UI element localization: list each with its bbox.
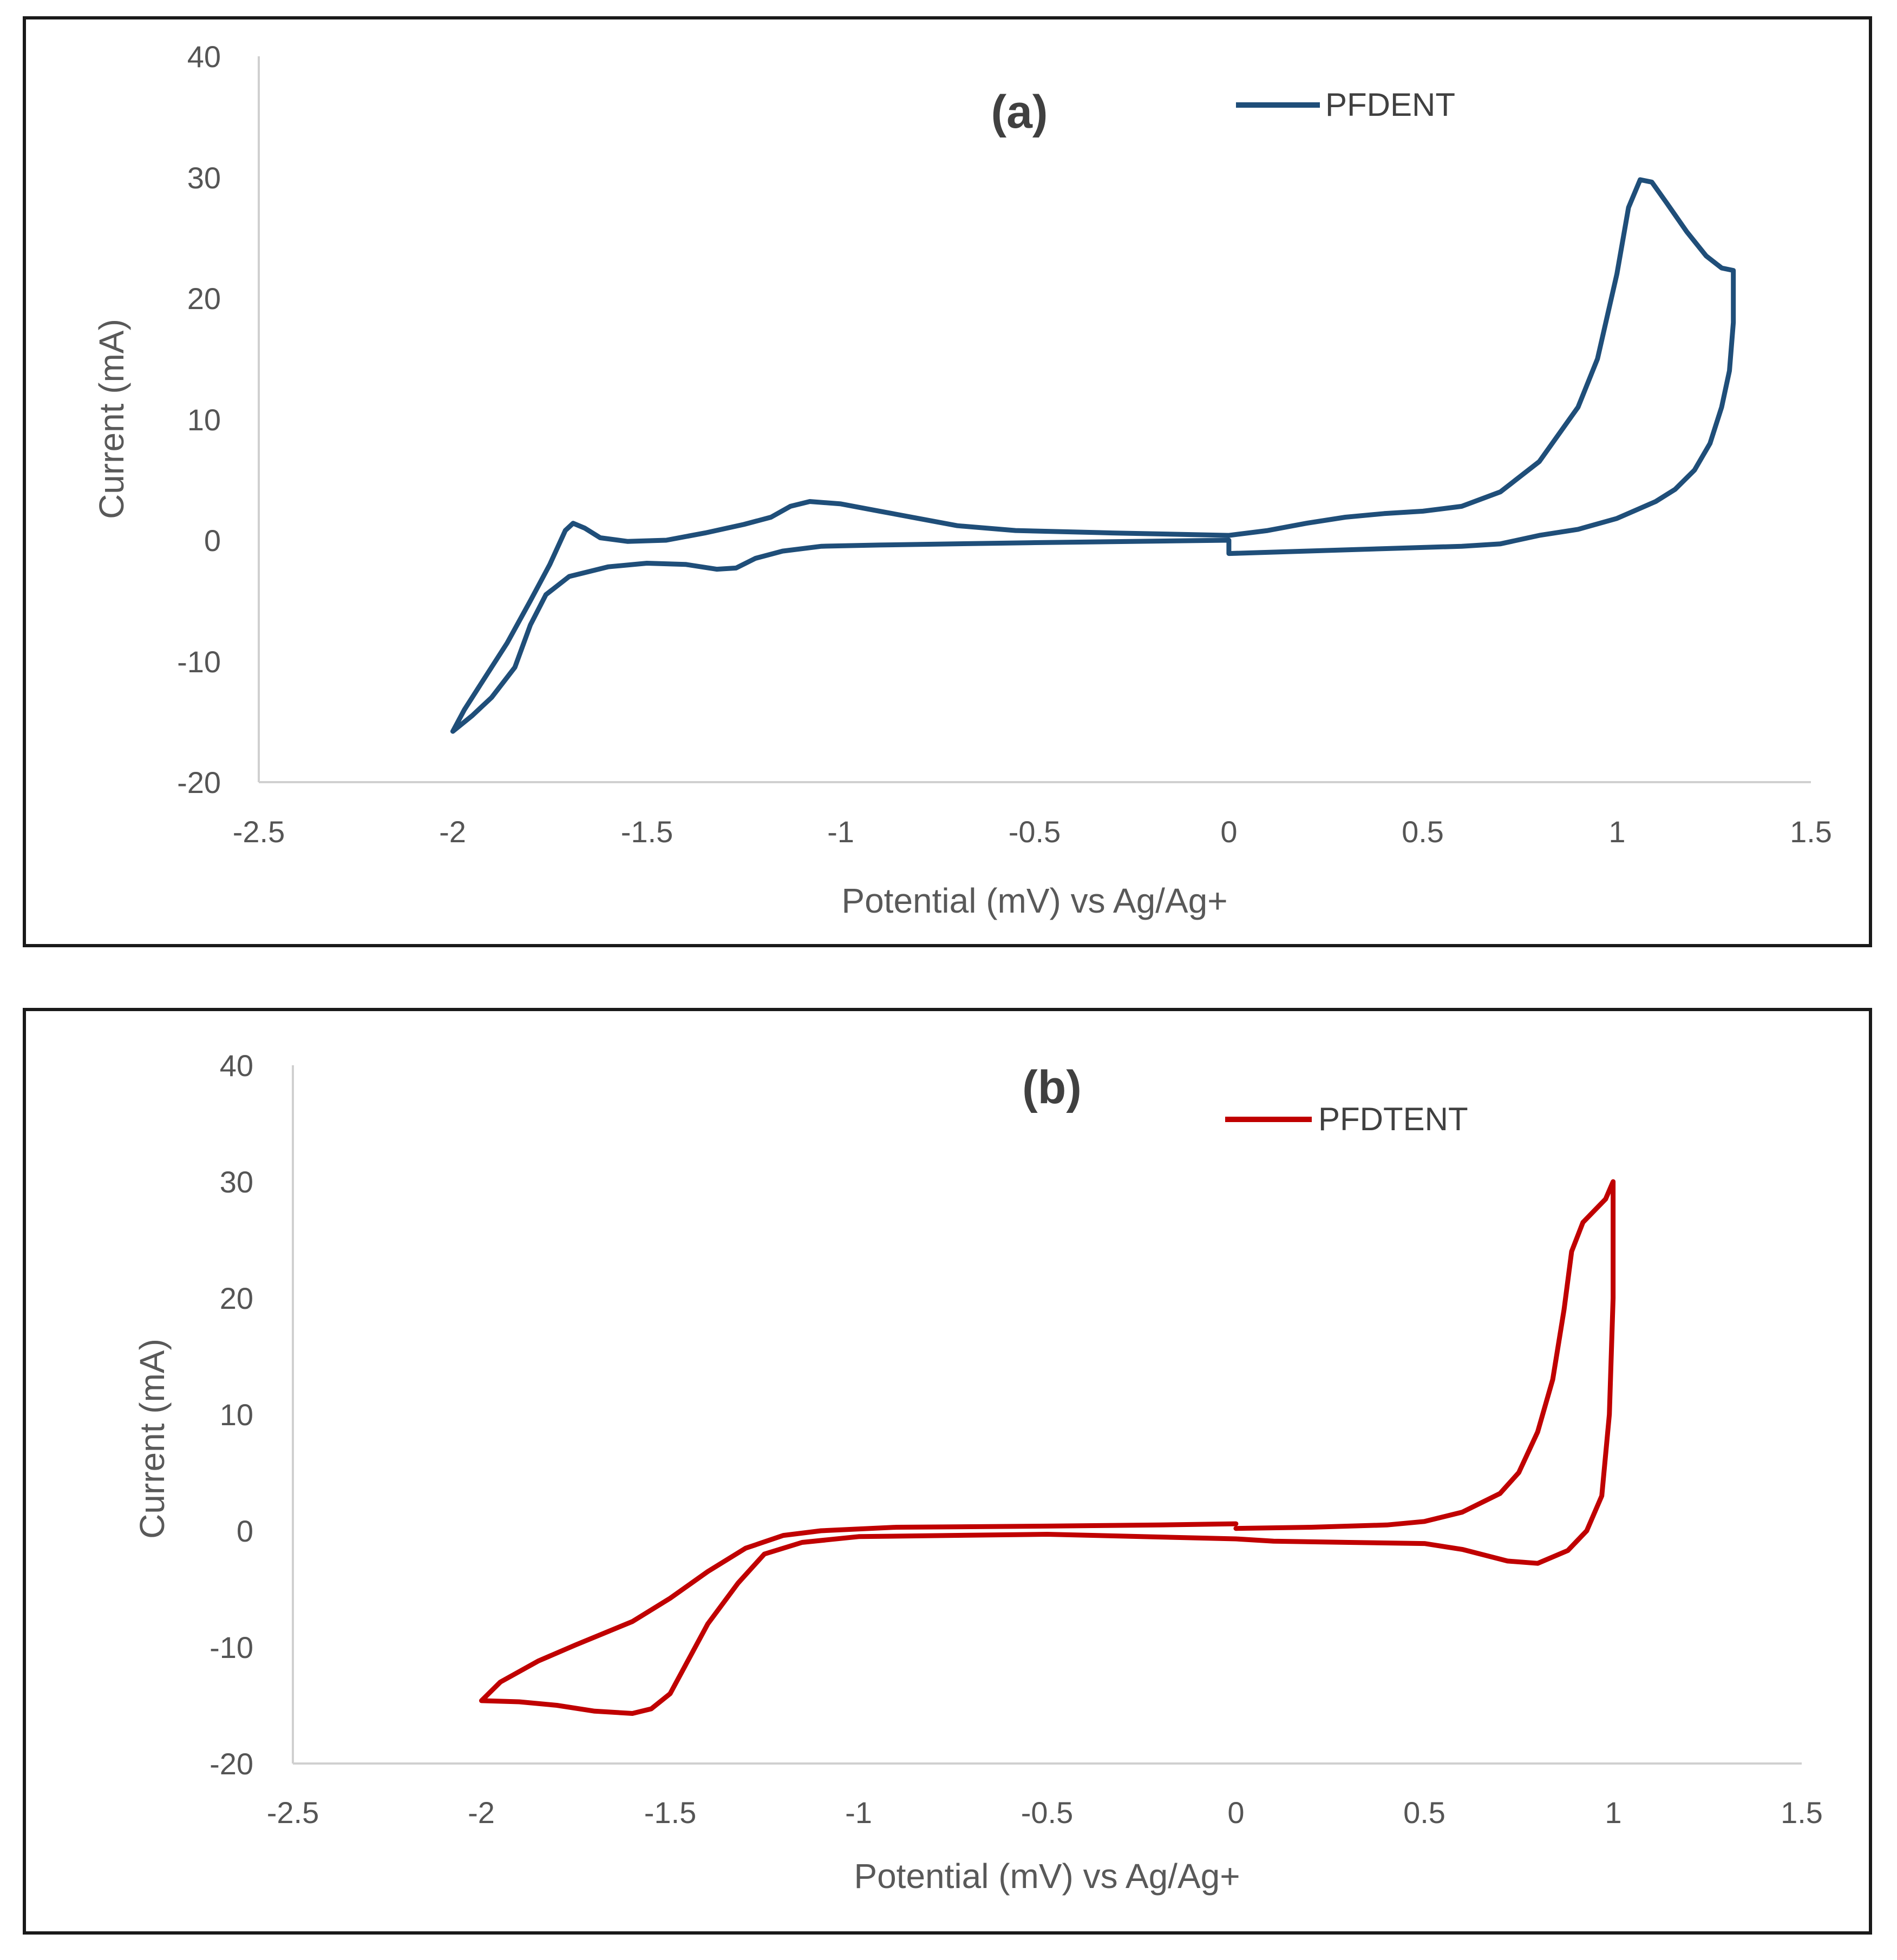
- x-tick-label: 0: [1227, 1795, 1244, 1830]
- series-line-pfdtent: [479, 1179, 1616, 1716]
- x-tick-label: -2: [468, 1795, 495, 1830]
- y-tick-group: -20 -10 0 10 20 30 40: [177, 40, 221, 799]
- x-tick-label: 1.5: [1790, 815, 1832, 849]
- x-tick-label: -1.5: [621, 815, 673, 849]
- y-tick-label: 10: [220, 1398, 253, 1432]
- x-tick-label: 1: [1608, 815, 1625, 849]
- legend: PFDENT: [1236, 87, 1455, 123]
- x-tick-label: -2: [439, 815, 466, 849]
- y-tick-label: 10: [187, 403, 221, 437]
- y-tick-label: 40: [187, 40, 221, 74]
- panel-label: (a): [991, 86, 1048, 138]
- legend: PFDTENT: [1225, 1101, 1468, 1137]
- x-tick-group: -2.5 -2 -1.5 -1 -0.5 0 0.5 1 1.5: [233, 815, 1832, 849]
- y-tick-label: -20: [210, 1747, 253, 1781]
- x-axis-title: Potential (mV) vs Ag/Ag+: [841, 881, 1227, 920]
- x-tick-label: 1.5: [1781, 1795, 1823, 1830]
- y-tick-label: 0: [204, 523, 221, 558]
- y-tick-label: 30: [220, 1165, 253, 1199]
- x-tick-label: -1: [827, 815, 854, 849]
- chart-panel-b: -2.5 -2 -1.5 -1 -0.5 0 0.5 1 1.5 -20 -10…: [23, 1008, 1872, 1935]
- x-tick-label: -0.5: [1021, 1795, 1074, 1830]
- x-tick-label: -1.5: [644, 1795, 697, 1830]
- x-tick-label: 0.5: [1403, 1795, 1445, 1830]
- y-tick-label: 40: [220, 1048, 253, 1083]
- panel-label: (b): [1022, 1061, 1082, 1113]
- x-tick-label: 1: [1605, 1795, 1621, 1830]
- x-tick-label: -2.5: [233, 815, 285, 849]
- x-tick-group: -2.5 -2 -1.5 -1 -0.5 0 0.5 1 1.5: [267, 1795, 1823, 1830]
- y-tick-label: 20: [220, 1281, 253, 1315]
- x-tick-label: 0.5: [1402, 815, 1444, 849]
- x-axis-title: Potential (mV) vs Ag/Ag+: [854, 1857, 1240, 1896]
- y-axis-title: Current (mA): [133, 1339, 172, 1539]
- chart-a-svg: -2.5 -2 -1.5 -1 -0.5 0 0.5 1 1.5 -20 -10…: [92, 40, 1832, 920]
- chart-b-svg: -2.5 -2 -1.5 -1 -0.5 0 0.5 1 1.5 -20 -10…: [133, 1048, 1823, 1896]
- chart-panel-a: -2.5 -2 -1.5 -1 -0.5 0 0.5 1 1.5 -20 -10…: [23, 16, 1872, 947]
- y-tick-label: 30: [187, 161, 221, 195]
- x-tick-label: -0.5: [1009, 815, 1061, 849]
- legend-label: PFDTENT: [1318, 1101, 1468, 1137]
- y-tick-label: -20: [177, 765, 221, 799]
- y-tick-label: -10: [177, 645, 221, 679]
- x-tick-label: -2.5: [267, 1795, 319, 1830]
- y-tick-label: -10: [210, 1630, 253, 1664]
- x-tick-label: -1: [845, 1795, 872, 1830]
- series-line-pfdent: [450, 177, 1736, 734]
- x-tick-label: 0: [1220, 815, 1237, 849]
- y-tick-label: 20: [187, 281, 221, 316]
- y-tick-group: -20 -10 0 10 20 30 40: [210, 1048, 253, 1781]
- y-axis-title: Current (mA): [92, 319, 131, 519]
- y-tick-label: 0: [237, 1514, 253, 1548]
- legend-label: PFDENT: [1325, 87, 1455, 123]
